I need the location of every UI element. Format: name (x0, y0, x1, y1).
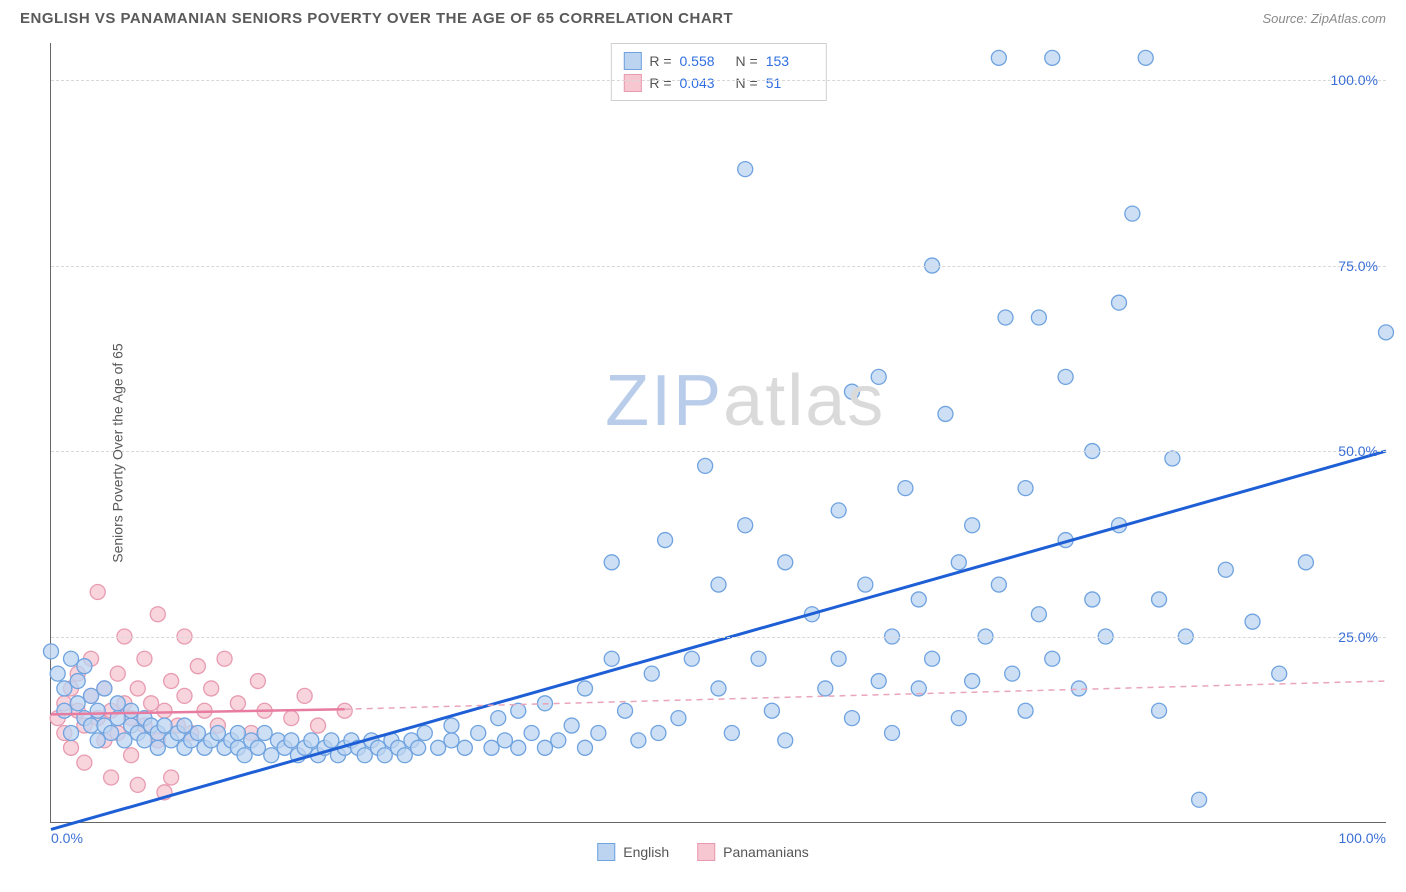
y-tick-label: 25.0% (1338, 629, 1378, 645)
x-tick-label: 100.0% (1339, 830, 1386, 846)
stats-r-label: R = (649, 53, 671, 69)
source-attribution: Source: ZipAtlas.com (1262, 11, 1386, 26)
stats-n-value-english: 153 (766, 53, 814, 69)
stats-n-label: N = (736, 53, 758, 69)
plot-area: ZIPatlas R = 0.558 N = 153 R = 0.043 N =… (50, 43, 1386, 823)
stats-row-english: R = 0.558 N = 153 (623, 50, 813, 72)
stats-row-panamanian: R = 0.043 N = 51 (623, 72, 813, 94)
legend-swatch-panamanian (697, 843, 715, 861)
stats-box: R = 0.558 N = 153 R = 0.043 N = 51 (610, 43, 826, 101)
legend-item-panamanian: Panamanians (697, 843, 809, 861)
legend-label-english: English (623, 844, 669, 860)
stats-swatch-panamanian (623, 74, 641, 92)
chart-title: ENGLISH VS PANAMANIAN SENIORS POVERTY OV… (20, 10, 733, 27)
legend-item-english: English (597, 843, 669, 861)
plot-svg (51, 43, 1386, 822)
y-tick-label: 50.0% (1338, 443, 1378, 459)
stats-r-value-panamanian: 0.043 (680, 75, 728, 91)
stats-r-label: R = (649, 75, 671, 91)
legend-label-panamanian: Panamanians (723, 844, 809, 860)
stats-n-value-panamanian: 51 (766, 75, 814, 91)
y-tick-label: 75.0% (1338, 258, 1378, 274)
x-tick-label: 0.0% (51, 830, 83, 846)
chart-container: Seniors Poverty Over the Age of 65 ZIPat… (0, 33, 1406, 873)
legend-swatch-english (597, 843, 615, 861)
y-tick-label: 100.0% (1331, 72, 1378, 88)
stats-swatch-english (623, 52, 641, 70)
stats-n-label: N = (736, 75, 758, 91)
stats-r-value-english: 0.558 (680, 53, 728, 69)
legend: English Panamanians (597, 843, 809, 861)
